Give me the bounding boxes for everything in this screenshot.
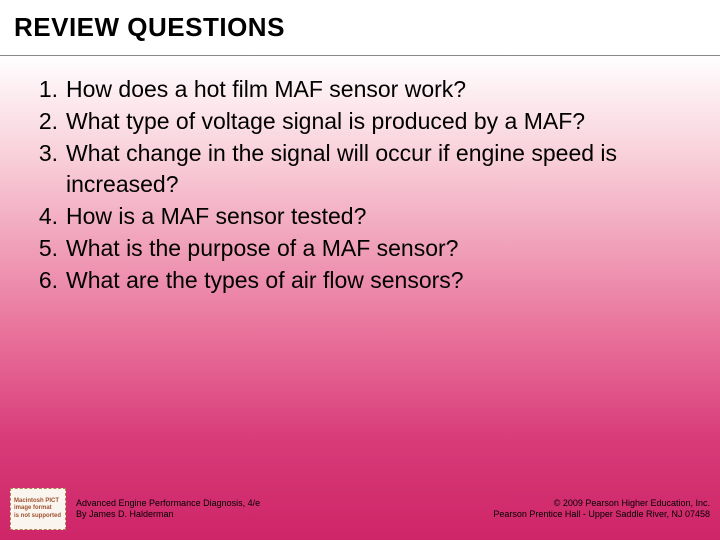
footer: Macintosh PICT image format is not suppo… bbox=[0, 488, 720, 530]
question-list: How does a hot film MAF sensor work? Wha… bbox=[18, 74, 702, 296]
list-item: What is the purpose of a MAF sensor? bbox=[18, 233, 702, 264]
list-item: How is a MAF sensor tested? bbox=[18, 201, 702, 232]
book-title: Advanced Engine Performance Diagnosis, 4… bbox=[76, 498, 493, 509]
book-info: Advanced Engine Performance Diagnosis, 4… bbox=[76, 498, 493, 521]
copyright: © 2009 Pearson Higher Education, Inc. Pe… bbox=[493, 498, 710, 521]
list-item: How does a hot film MAF sensor work? bbox=[18, 74, 702, 105]
placeholder-text: is not supported bbox=[14, 513, 61, 520]
content-area: How does a hot film MAF sensor work? Wha… bbox=[0, 56, 720, 296]
list-item: What change in the signal will occur if … bbox=[18, 138, 702, 200]
copyright-line: Pearson Prentice Hall - Upper Saddle Riv… bbox=[493, 509, 710, 520]
list-item: What are the types of air flow sensors? bbox=[18, 265, 702, 296]
image-placeholder-icon: Macintosh PICT image format is not suppo… bbox=[10, 488, 66, 530]
copyright-line: © 2009 Pearson Higher Education, Inc. bbox=[493, 498, 710, 509]
placeholder-text: Macintosh PICT bbox=[14, 498, 59, 505]
list-item: What type of voltage signal is produced … bbox=[18, 106, 702, 137]
book-author: By James D. Halderman bbox=[76, 509, 493, 520]
placeholder-text: image format bbox=[14, 505, 52, 512]
page-title: REVIEW QUESTIONS bbox=[0, 0, 720, 43]
